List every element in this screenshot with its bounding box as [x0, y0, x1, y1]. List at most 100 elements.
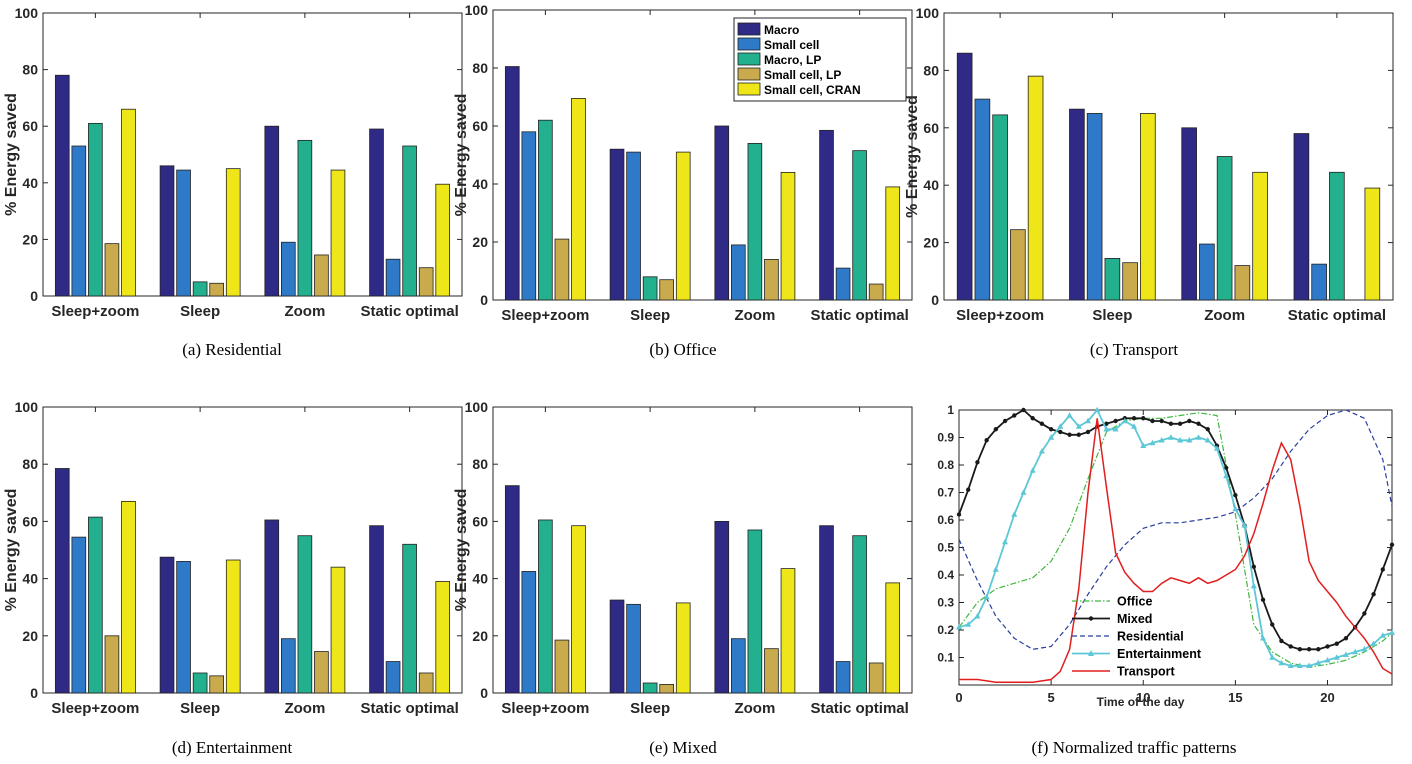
series-point — [1204, 437, 1211, 443]
bar — [402, 145, 417, 297]
series-point — [1342, 651, 1349, 657]
bar — [209, 282, 224, 297]
bar — [1234, 265, 1251, 301]
legend-entry: Transport — [1117, 665, 1175, 679]
y-axis-label: % Energy saved — [3, 489, 20, 612]
series-point — [1315, 659, 1322, 666]
series-point — [1011, 511, 1018, 517]
bar — [571, 98, 586, 301]
series-point — [1306, 662, 1313, 668]
y-tick-label: 0.8 — [937, 458, 954, 472]
bar — [418, 267, 434, 297]
y-tick-label: 60 — [472, 118, 488, 134]
series-point — [993, 427, 999, 432]
series-point — [1362, 611, 1367, 616]
legend-marker — [1088, 616, 1094, 621]
bar — [1104, 257, 1121, 301]
series-point — [1389, 542, 1395, 547]
series-point — [1030, 416, 1035, 421]
bar — [104, 635, 120, 694]
series-line — [959, 418, 1393, 684]
series-point — [1316, 647, 1321, 652]
y-tick-label: 0 — [30, 685, 38, 701]
y-tick-label: 40 — [923, 177, 939, 193]
series-point — [1250, 582, 1257, 589]
series-point — [1380, 567, 1385, 572]
bar — [504, 485, 520, 694]
bar — [868, 283, 884, 301]
bar-panel-2: 0 20 40 60 80 100 % Energy saved Sleep+zoom Slee… — [904, 5, 1394, 324]
bar — [885, 582, 901, 694]
bar — [868, 662, 884, 694]
series-point — [1260, 597, 1266, 602]
y-tick-label: 0.4 — [937, 568, 954, 582]
series-point — [1306, 647, 1312, 652]
series-point — [1241, 522, 1248, 528]
series-point — [1048, 434, 1055, 440]
bar — [819, 525, 834, 694]
series-point — [1149, 439, 1156, 446]
caption-b: (b) Office — [649, 340, 717, 359]
bar — [554, 639, 570, 694]
series-point — [1205, 427, 1210, 432]
x-tick-label: Sleep — [1092, 307, 1132, 324]
series-point — [1002, 538, 1009, 545]
series-point — [1270, 622, 1275, 627]
legend-entry: Small cell, LP — [764, 68, 841, 82]
series-point — [1141, 416, 1146, 421]
series-point — [1195, 434, 1202, 440]
x-tick-label: Sleep — [630, 307, 670, 324]
bar — [642, 276, 658, 301]
bar — [659, 684, 674, 694]
bar — [538, 519, 553, 694]
x-tick-label: Sleep — [180, 303, 220, 320]
bar — [314, 651, 329, 694]
bar — [675, 602, 691, 694]
series-point — [1213, 445, 1220, 451]
bar — [1216, 156, 1233, 301]
series-point — [1159, 418, 1164, 424]
legend-entry: Office — [1117, 595, 1152, 609]
series-point — [966, 487, 971, 492]
legend-entry: Small cell, CRAN — [764, 83, 861, 97]
bar — [385, 258, 401, 297]
x-tick-label: 10 — [1136, 690, 1150, 705]
y-axis-label: % Energy saved — [453, 94, 470, 217]
bar — [1086, 113, 1103, 301]
legend-entry: Residential — [1117, 630, 1184, 644]
legend-swatch — [737, 82, 761, 96]
y-tick-label: 0.1 — [937, 651, 954, 665]
bar — [225, 559, 241, 694]
bar — [609, 148, 625, 301]
series-point — [1121, 417, 1128, 424]
series-point — [1084, 417, 1091, 424]
series-point — [1076, 432, 1081, 437]
series-point — [1094, 406, 1101, 413]
plot-frame — [958, 409, 1393, 686]
y-tick-label: 0 — [30, 288, 38, 304]
y-tick-label: 40 — [472, 571, 488, 587]
series-point — [1324, 657, 1331, 663]
y-tick-label: 20 — [22, 628, 38, 644]
series-point — [1012, 413, 1017, 418]
bar — [675, 151, 691, 301]
y-tick-label: 0 — [480, 292, 488, 308]
bar — [369, 128, 384, 297]
series-point — [1038, 448, 1045, 454]
x-tick-label: Static optimal — [360, 700, 458, 717]
series-point — [1104, 421, 1109, 426]
series-point — [1370, 640, 1377, 646]
series-point — [1021, 407, 1026, 413]
x-tick-label: 20 — [1320, 690, 1334, 705]
bar — [88, 122, 103, 297]
bar — [521, 571, 537, 694]
y-tick-label: 80 — [22, 456, 38, 472]
y-tick-label: 1 — [947, 403, 954, 417]
bar — [209, 675, 224, 694]
legend-swatch — [737, 37, 761, 51]
x-tick-label: Static optimal — [1288, 307, 1386, 324]
y-tick-label: 0.2 — [937, 623, 954, 637]
series-point — [1150, 418, 1155, 424]
bar — [225, 168, 241, 297]
